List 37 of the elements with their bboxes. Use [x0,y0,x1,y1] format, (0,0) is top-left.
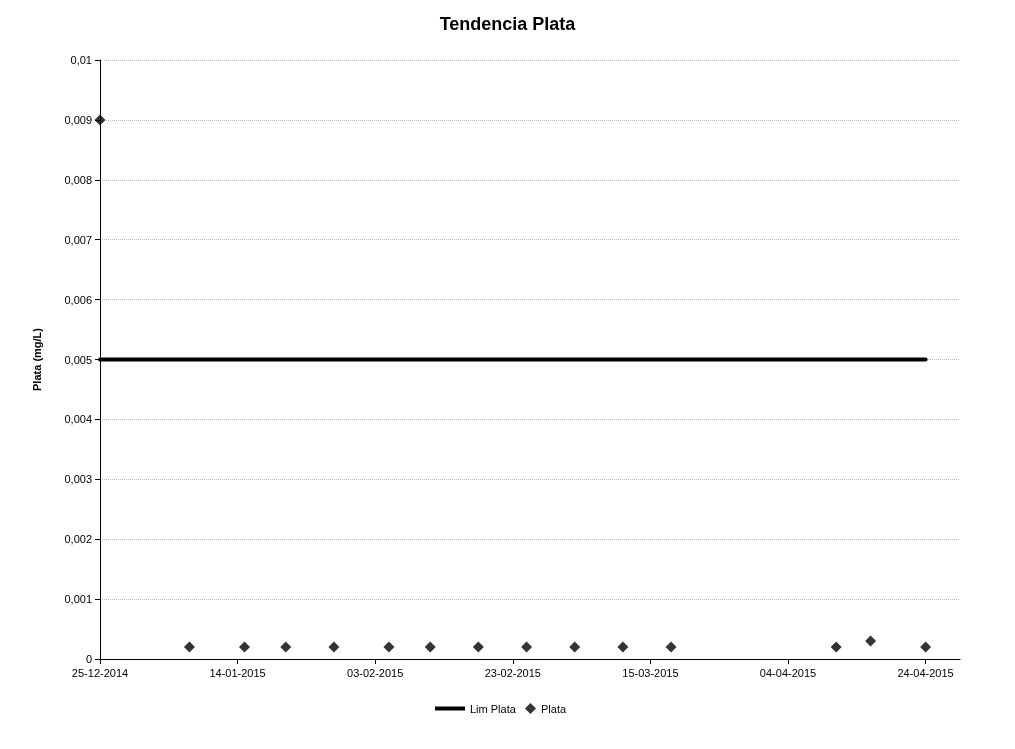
x-tick-label: 24-04-2015 [897,666,954,679]
point [665,641,677,653]
point [830,641,842,653]
point [521,641,533,653]
point [328,641,340,653]
legend-label: Lim Plata [470,702,517,715]
point [280,641,292,653]
point [920,641,932,653]
x-tick-label: 14-01-2015 [209,666,266,679]
point [383,641,395,653]
point [424,641,436,653]
y-axis-title: Plata (mg/L) [30,327,43,391]
point [617,641,629,653]
x-tick-label: 04-04-2015 [759,666,817,679]
x-tick-label: 03-02-2015 [347,666,404,679]
point [569,641,581,653]
x-tick-label: 23-02-2015 [484,666,541,679]
y-tick-label: 0 [85,653,92,665]
chart-title: Tendencia Plata [439,14,577,34]
y-tick-label: 0,008 [64,173,92,186]
y-tick-label: 0,007 [64,233,92,246]
y-tick-label: 0,004 [64,413,92,426]
y-tick-label: 0,005 [64,353,92,366]
y-tick-label: 0,001 [64,593,92,606]
point [94,114,106,126]
y-tick-label: 0,006 [64,293,92,306]
point [865,635,877,647]
legend-label: Plata [541,702,567,715]
point [472,641,484,653]
y-tick-label: 0,009 [64,113,92,126]
y-tick-label: 0,002 [64,533,92,546]
x-tick-label: 15-03-2015 [622,666,679,679]
y-tick-label: 0,01 [70,54,92,66]
point [183,641,195,653]
y-tick-label: 0,003 [64,473,92,486]
point [238,641,250,653]
x-tick-label: 25-12-2014 [71,666,129,679]
